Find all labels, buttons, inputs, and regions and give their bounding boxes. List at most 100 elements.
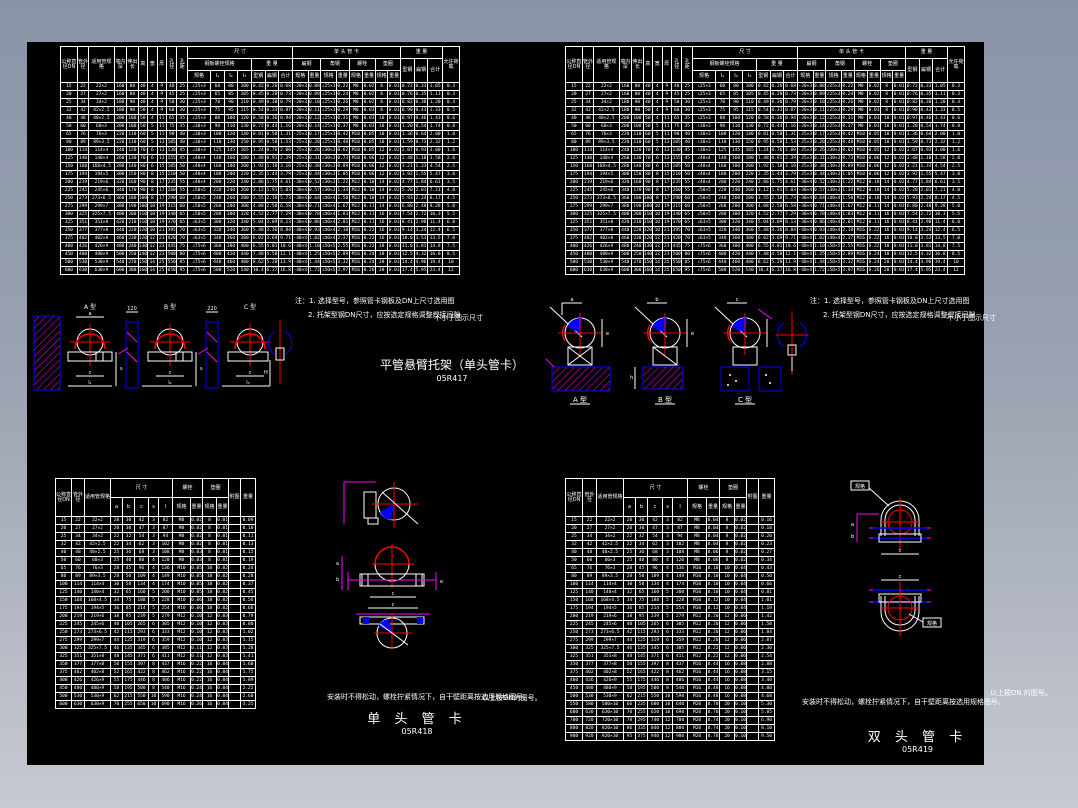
cell: 740 bbox=[647, 716, 663, 725]
cell: ∠25×3 bbox=[320, 90, 337, 99]
cell: 420 bbox=[223, 250, 239, 259]
cell: 530 bbox=[582, 692, 597, 701]
cell: 5.04 bbox=[755, 218, 771, 227]
cell: 2.00 bbox=[932, 130, 948, 139]
cell: 0.26 bbox=[812, 146, 827, 155]
cell: 16 bbox=[719, 692, 736, 701]
type-a-label: A 型 bbox=[573, 395, 587, 404]
cell: 6 bbox=[148, 644, 159, 653]
cell: 650 bbox=[165, 266, 178, 275]
cell: 14 bbox=[147, 266, 158, 275]
cell: 214 bbox=[647, 604, 663, 613]
cell: 0.27 bbox=[758, 548, 776, 557]
cell: 320 bbox=[210, 226, 225, 235]
cell: 120 bbox=[126, 146, 139, 155]
cell: M10 bbox=[853, 170, 869, 179]
cell: M8 bbox=[172, 524, 192, 533]
cell: M8 bbox=[348, 82, 364, 91]
cell: 23.4 bbox=[932, 266, 948, 275]
cell: 25 bbox=[176, 82, 188, 91]
single-clamp-front-view: e a b c bbox=[336, 544, 443, 598]
cell: 70 bbox=[623, 708, 636, 717]
cell: 100 bbox=[137, 202, 149, 211]
cell: 400 bbox=[113, 210, 128, 219]
cell: 120 bbox=[237, 114, 252, 123]
cell: ∠40×4 bbox=[186, 154, 212, 163]
cell: M10 bbox=[687, 572, 708, 581]
cell: ∠40×4 bbox=[691, 162, 717, 171]
cell: 299×7 bbox=[84, 636, 111, 645]
table-row: 125 140 140×4 260 130 70 6 13 155 45 ∠40×4 140 160 18… bbox=[565, 154, 965, 163]
cell: ∠50×5 bbox=[825, 242, 842, 251]
cell: 70 bbox=[681, 234, 693, 243]
cell: 110 bbox=[137, 210, 149, 219]
cell: 0.01 bbox=[892, 90, 906, 99]
cell: 0.01 bbox=[892, 106, 906, 115]
cell: 4 bbox=[147, 106, 158, 115]
cell: 4 bbox=[148, 580, 159, 589]
cell: 0.01 bbox=[216, 548, 230, 557]
cell: ∠30×3 bbox=[320, 186, 337, 195]
cell: 40 bbox=[565, 548, 583, 557]
cell: 180 bbox=[742, 154, 757, 163]
cell: M12 bbox=[687, 620, 708, 629]
header-cell: 螺栓 bbox=[853, 58, 881, 71]
cell: ∠50×5 bbox=[186, 202, 212, 211]
cell bbox=[746, 700, 760, 709]
cell: 7.29 bbox=[783, 210, 798, 219]
cell: 30 bbox=[681, 98, 693, 107]
cell: 0.24 bbox=[240, 564, 257, 573]
cell: 460 bbox=[223, 258, 239, 267]
cell: 8 bbox=[148, 684, 159, 693]
cell: -25×3 bbox=[796, 162, 814, 171]
cell: 89×3.5 bbox=[88, 138, 115, 147]
cell: 75 bbox=[670, 122, 683, 131]
cell: 0.06 bbox=[362, 162, 376, 171]
cell: 7.5 bbox=[947, 242, 965, 251]
cell: M8 bbox=[687, 556, 708, 565]
cell: 300 bbox=[126, 266, 139, 275]
note-left-suffix: 不小于图示尺寸 bbox=[434, 314, 483, 322]
cell: 34 bbox=[581, 98, 595, 107]
cell: 14 bbox=[374, 186, 389, 195]
clamp-section-fill bbox=[380, 504, 394, 520]
cell: 2.72 bbox=[413, 210, 429, 219]
cell: 23.4 bbox=[427, 266, 443, 275]
cell: 150 bbox=[565, 596, 583, 605]
header-cell: l bbox=[671, 497, 689, 517]
cell: 12.5 bbox=[905, 250, 920, 259]
cell: 16 bbox=[374, 234, 389, 243]
cell: 10 bbox=[652, 210, 663, 219]
cell: ∠25×3 bbox=[320, 122, 337, 131]
outside-note: 以上按DN 的图号。 bbox=[990, 689, 1052, 697]
cell: 12 bbox=[374, 162, 389, 171]
cell: 280 bbox=[210, 210, 225, 219]
cell: 19 bbox=[661, 218, 672, 227]
cell: 100 bbox=[565, 580, 583, 589]
cell: 114×4 bbox=[84, 580, 111, 589]
cell: M10 bbox=[687, 564, 708, 573]
cell: 3.21 bbox=[905, 162, 920, 171]
cell: 70 bbox=[642, 154, 654, 163]
cell: 0.03 bbox=[216, 620, 230, 629]
cell: 125 bbox=[565, 588, 583, 597]
cell: 50 bbox=[176, 162, 188, 171]
cell: ∠25×3 bbox=[825, 98, 842, 107]
cell: 5 bbox=[148, 612, 159, 621]
cell: 20 bbox=[623, 516, 636, 525]
cell: 0.03 bbox=[892, 210, 906, 219]
cell: 8 bbox=[374, 90, 389, 99]
cell: M10 bbox=[687, 604, 708, 613]
cell: 200 bbox=[631, 210, 644, 219]
bracket-side-view: H bbox=[264, 320, 292, 386]
cell: 25 bbox=[623, 548, 636, 557]
cell: 2.32 bbox=[932, 138, 948, 147]
cell: 3.12 bbox=[755, 186, 771, 195]
cell: M8 bbox=[172, 548, 192, 557]
cell bbox=[746, 604, 760, 613]
cell: 25 bbox=[55, 532, 72, 541]
cell: 1.2 bbox=[442, 138, 460, 147]
cell: 120 bbox=[631, 146, 644, 155]
cell: 8 bbox=[202, 540, 218, 549]
cell: 4 bbox=[148, 564, 159, 573]
